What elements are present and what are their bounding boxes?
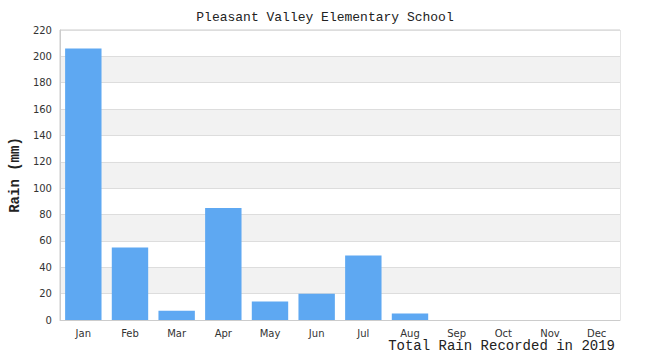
svg-text:Aug: Aug	[400, 328, 420, 339]
svg-text:40: 40	[39, 262, 52, 273]
svg-text:Apr: Apr	[215, 328, 233, 339]
svg-text:Feb: Feb	[121, 328, 139, 339]
svg-text:Jun: Jun	[308, 328, 325, 339]
svg-text:Sep: Sep	[447, 328, 466, 339]
svg-text:Pleasant Valley Elementary Sch: Pleasant Valley Elementary School	[196, 10, 454, 25]
svg-text:200: 200	[33, 51, 52, 62]
svg-text:80: 80	[39, 209, 52, 220]
svg-text:Dec: Dec	[587, 328, 606, 339]
svg-text:0: 0	[46, 315, 52, 326]
svg-text:Oct: Oct	[495, 328, 512, 339]
svg-text:20: 20	[39, 288, 52, 299]
svg-text:Jul: Jul	[356, 328, 369, 339]
svg-text:120: 120	[33, 156, 52, 167]
svg-text:180: 180	[33, 77, 52, 88]
svg-text:Mar: Mar	[167, 328, 187, 339]
svg-text:100: 100	[33, 183, 52, 194]
svg-text:60: 60	[39, 235, 52, 246]
svg-text:May: May	[260, 328, 281, 339]
svg-text:160: 160	[33, 104, 52, 115]
svg-text:140: 140	[33, 130, 52, 141]
svg-text:Total Rain Recorded in 2019: Total Rain Recorded in 2019	[388, 338, 615, 354]
svg-text:220: 220	[33, 25, 52, 36]
svg-text:Jan: Jan	[75, 328, 91, 339]
svg-text:Rain (mm): Rain (mm)	[7, 137, 23, 213]
svg-text:Nov: Nov	[540, 328, 560, 339]
